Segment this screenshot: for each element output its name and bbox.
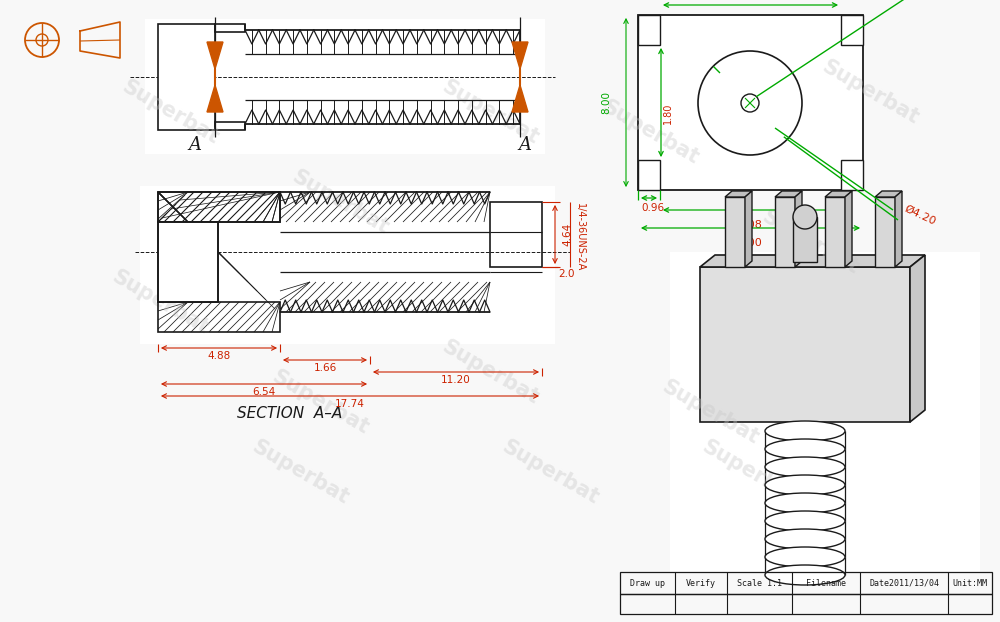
Bar bbox=[875, 197, 895, 267]
Circle shape bbox=[793, 205, 817, 229]
Text: Superbat: Superbat bbox=[288, 166, 392, 238]
Bar bbox=[215, 122, 245, 130]
Bar bbox=[825, 197, 845, 267]
Ellipse shape bbox=[765, 475, 845, 495]
Bar bbox=[158, 192, 280, 222]
Ellipse shape bbox=[765, 493, 845, 513]
Text: Superbat: Superbat bbox=[118, 77, 222, 148]
Text: Verify: Verify bbox=[686, 578, 716, 588]
Polygon shape bbox=[512, 42, 528, 69]
Bar bbox=[670, 252, 980, 572]
Polygon shape bbox=[825, 191, 852, 197]
Text: A: A bbox=[188, 136, 202, 154]
Bar bbox=[158, 192, 280, 222]
Text: Superbat: Superbat bbox=[438, 337, 542, 408]
Text: 1/4-36UNS-2A: 1/4-36UNS-2A bbox=[575, 203, 585, 271]
Bar bbox=[145, 19, 545, 154]
Text: Unit:MM: Unit:MM bbox=[952, 578, 988, 588]
Text: Ø4.20: Ø4.20 bbox=[903, 203, 938, 226]
Text: Superbat: Superbat bbox=[818, 56, 922, 128]
Polygon shape bbox=[512, 85, 528, 112]
Text: 17.74: 17.74 bbox=[335, 399, 365, 409]
Text: Superbat: Superbat bbox=[658, 376, 762, 448]
Text: Superbat: Superbat bbox=[268, 366, 372, 438]
Polygon shape bbox=[845, 191, 852, 267]
Text: SECTION  A–A: SECTION A–A bbox=[237, 407, 343, 422]
Ellipse shape bbox=[765, 457, 845, 477]
Bar bbox=[620, 572, 992, 594]
Bar bbox=[280, 282, 490, 312]
Text: 9.00: 9.00 bbox=[738, 238, 762, 248]
Text: 1.66: 1.66 bbox=[313, 363, 337, 373]
Bar bbox=[700, 267, 910, 422]
Ellipse shape bbox=[765, 565, 845, 585]
Circle shape bbox=[741, 94, 759, 112]
Text: Superbat: Superbat bbox=[698, 436, 802, 508]
Ellipse shape bbox=[765, 547, 845, 567]
Bar bbox=[775, 197, 795, 267]
Bar bbox=[793, 217, 817, 262]
Text: Filename: Filename bbox=[806, 578, 846, 588]
Bar bbox=[158, 24, 215, 130]
Bar bbox=[638, 15, 660, 45]
Bar bbox=[158, 222, 218, 302]
Ellipse shape bbox=[765, 439, 845, 459]
Bar bbox=[638, 15, 863, 190]
Circle shape bbox=[698, 51, 802, 155]
Bar bbox=[215, 24, 245, 32]
Bar bbox=[841, 15, 863, 45]
Text: 0.96: 0.96 bbox=[641, 203, 664, 213]
Text: 8.00: 8.00 bbox=[601, 91, 611, 114]
Text: Superbat: Superbat bbox=[108, 266, 212, 338]
Bar bbox=[638, 15, 863, 190]
Text: 1.80: 1.80 bbox=[663, 102, 673, 124]
Bar bbox=[841, 160, 863, 190]
Bar bbox=[280, 192, 490, 222]
Text: 7.08: 7.08 bbox=[738, 220, 762, 230]
Polygon shape bbox=[795, 191, 802, 267]
Text: Scale 1:1: Scale 1:1 bbox=[737, 578, 782, 588]
Ellipse shape bbox=[765, 511, 845, 531]
Text: Date2011/13/04: Date2011/13/04 bbox=[869, 578, 939, 588]
Bar bbox=[158, 302, 280, 332]
Text: 2.0: 2.0 bbox=[558, 269, 574, 279]
Ellipse shape bbox=[765, 421, 845, 441]
Bar bbox=[638, 160, 660, 190]
Text: Superbat: Superbat bbox=[758, 207, 862, 278]
Text: Superbat: Superbat bbox=[248, 436, 352, 508]
Bar bbox=[158, 222, 218, 302]
Ellipse shape bbox=[765, 529, 845, 549]
Text: Superbat: Superbat bbox=[498, 436, 602, 508]
Polygon shape bbox=[207, 42, 223, 69]
Text: A: A bbox=[518, 136, 532, 154]
Text: Superbat: Superbat bbox=[438, 77, 542, 148]
Polygon shape bbox=[895, 191, 902, 267]
Polygon shape bbox=[775, 191, 802, 197]
Bar bbox=[620, 594, 992, 614]
Bar bbox=[725, 197, 745, 267]
Text: 11.20: 11.20 bbox=[441, 375, 471, 385]
Polygon shape bbox=[745, 191, 752, 267]
Polygon shape bbox=[207, 85, 223, 112]
Text: 4.88: 4.88 bbox=[207, 351, 231, 361]
Text: Superbat: Superbat bbox=[598, 96, 702, 168]
Bar bbox=[490, 202, 542, 267]
Polygon shape bbox=[700, 255, 925, 267]
Polygon shape bbox=[875, 191, 902, 197]
Text: 4.64: 4.64 bbox=[562, 223, 572, 246]
Text: 6.54: 6.54 bbox=[252, 387, 276, 397]
Text: Draw up: Draw up bbox=[630, 578, 665, 588]
Bar bbox=[240, 22, 525, 130]
Bar bbox=[140, 186, 555, 344]
Polygon shape bbox=[725, 191, 752, 197]
Polygon shape bbox=[910, 255, 925, 422]
